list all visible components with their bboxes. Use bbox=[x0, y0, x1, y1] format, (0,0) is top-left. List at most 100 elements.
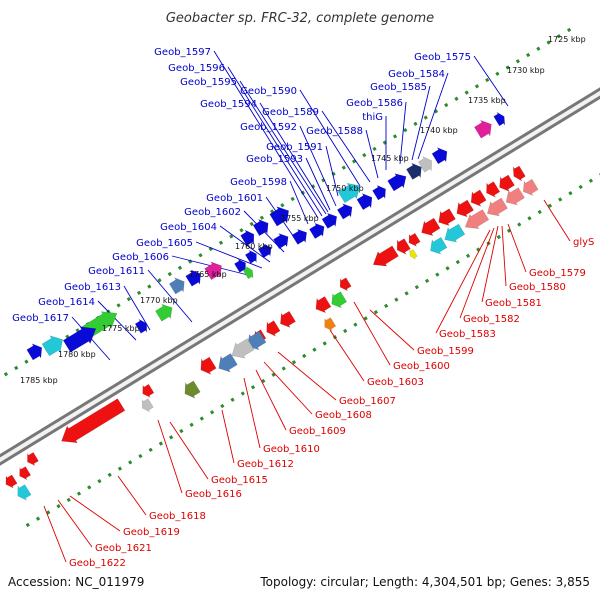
label-forward-9: Geob_1592 bbox=[240, 122, 297, 133]
label-reverse-19: Geob_1622 bbox=[69, 558, 126, 569]
gene-reverse bbox=[331, 291, 348, 309]
gene-reverse bbox=[456, 199, 475, 218]
dna-backbone-highlight bbox=[0, 90, 600, 463]
label-reverse-14-leader bbox=[169, 421, 209, 480]
scale-tick-label: 1755 kbp bbox=[281, 214, 319, 223]
scale-tick-label: 1780 kbp bbox=[58, 350, 96, 359]
gene-reverse bbox=[486, 181, 501, 199]
label-forward-22-leader bbox=[123, 285, 151, 331]
gene-reverse bbox=[184, 380, 201, 399]
gene-reverse bbox=[339, 277, 352, 292]
label-reverse-12: Geob_1610 bbox=[263, 444, 320, 455]
label-forward-13: Geob_1596 bbox=[168, 63, 225, 74]
label-forward-22: Geob_1613 bbox=[64, 282, 121, 293]
gene-reverse bbox=[408, 232, 421, 247]
label-reverse-6-leader bbox=[369, 309, 415, 351]
gene-reverse bbox=[200, 356, 217, 376]
label-reverse-6: Geob_1599 bbox=[417, 346, 474, 357]
label-forward-9-leader bbox=[299, 125, 337, 207]
label-reverse-19-leader bbox=[43, 505, 67, 563]
label-forward-20: Geob_1606 bbox=[112, 252, 169, 263]
label-reverse-10: Geob_1608 bbox=[315, 410, 372, 421]
label-reverse-3-leader bbox=[481, 225, 499, 303]
label-forward-13-leader bbox=[227, 66, 323, 217]
gene-forward bbox=[493, 111, 506, 127]
gene-forward bbox=[269, 206, 290, 227]
gene-reverse bbox=[512, 165, 526, 182]
gene-reverse bbox=[231, 338, 255, 359]
gene-reverse bbox=[464, 209, 490, 229]
scale-tick-label: 1740 kbp bbox=[420, 126, 458, 135]
label-forward-21: Geob_1611 bbox=[88, 266, 145, 277]
label-reverse-8-leader bbox=[329, 329, 365, 382]
label-forward-11-leader bbox=[259, 102, 329, 213]
gene-forward bbox=[473, 119, 492, 139]
label-reverse-0-leader bbox=[543, 199, 571, 242]
gene-forward bbox=[405, 162, 422, 180]
gene-forward bbox=[252, 218, 269, 237]
label-forward-2: Geob_1585 bbox=[370, 82, 427, 93]
gene-reverse bbox=[27, 451, 39, 467]
label-reverse-1: Geob_1579 bbox=[529, 268, 586, 279]
gene-forward bbox=[185, 269, 202, 287]
label-reverse-2-leader bbox=[501, 225, 507, 287]
label-forward-10-leader bbox=[305, 157, 331, 211]
label-reverse-9: Geob_1607 bbox=[339, 396, 396, 407]
gene-reverse bbox=[324, 317, 337, 332]
gene-reverse bbox=[470, 189, 487, 207]
label-forward-1-leader bbox=[417, 72, 449, 160]
gene-reverse bbox=[486, 197, 508, 217]
gene-forward bbox=[204, 261, 222, 281]
label-forward-3-leader bbox=[399, 101, 407, 165]
label-forward-1: Geob_1584 bbox=[388, 69, 445, 80]
label-forward-0-leader bbox=[473, 55, 509, 107]
scale-tick-label: 1725 kbp bbox=[548, 35, 586, 44]
label-forward-3: Geob_1586 bbox=[346, 98, 403, 109]
label-forward-19-leader bbox=[195, 241, 263, 269]
label-reverse-11: Geob_1609 bbox=[289, 426, 346, 437]
label-forward-11: Geob_1594 bbox=[200, 99, 257, 110]
label-reverse-16: Geob_1618 bbox=[149, 511, 206, 522]
label-forward-14-leader bbox=[213, 50, 319, 219]
scale-dots-lower bbox=[25, 173, 600, 528]
gene-forward bbox=[244, 249, 257, 264]
gene-reverse bbox=[409, 249, 418, 260]
label-reverse-7-leader bbox=[353, 301, 391, 366]
label-forward-5-leader bbox=[365, 129, 379, 179]
gene-forward bbox=[308, 222, 325, 240]
label-reverse-13-leader bbox=[221, 409, 235, 464]
label-reverse-13: Geob_1612 bbox=[237, 459, 294, 470]
label-forward-15: Geob_1598 bbox=[230, 177, 287, 188]
label-reverse-4: Geob_1582 bbox=[463, 314, 520, 325]
label-reverse-11-leader bbox=[255, 369, 287, 431]
scale-tick-label: 1785 kbp bbox=[20, 376, 58, 385]
topology-label: Topology: circular; Length: 4,304,501 bp… bbox=[259, 575, 590, 589]
label-reverse-16-leader bbox=[117, 475, 147, 516]
gene-reverse bbox=[5, 474, 18, 489]
gene-reverse bbox=[505, 187, 526, 206]
label-reverse-17-leader bbox=[69, 495, 121, 532]
label-reverse-0: glyS bbox=[573, 237, 594, 248]
label-forward-14: Geob_1597 bbox=[154, 47, 211, 58]
label-forward-24: Geob_1617 bbox=[12, 313, 69, 324]
gene-forward bbox=[257, 243, 272, 259]
label-forward-17: Geob_1602 bbox=[184, 207, 241, 218]
label-forward-6-leader bbox=[321, 110, 371, 183]
gene-reverse bbox=[315, 296, 332, 314]
label-forward-21-leader bbox=[147, 269, 193, 323]
accession-label: Accession: NC_011979 bbox=[8, 575, 144, 589]
scale-tick-label: 1775 kbp bbox=[102, 324, 140, 333]
label-reverse-4-leader bbox=[459, 227, 495, 319]
gene-reverse bbox=[421, 217, 441, 237]
gene-forward bbox=[372, 184, 386, 201]
scale-tick-label: 1735 kbp bbox=[468, 96, 506, 105]
gene-forward bbox=[336, 203, 353, 220]
label-reverse-18: Geob_1621 bbox=[95, 543, 152, 554]
gene-reverse bbox=[142, 383, 155, 399]
label-reverse-12-leader bbox=[243, 377, 261, 449]
label-forward-23-leader bbox=[97, 300, 137, 341]
gene-forward bbox=[272, 232, 289, 250]
gene-forward bbox=[168, 277, 185, 295]
